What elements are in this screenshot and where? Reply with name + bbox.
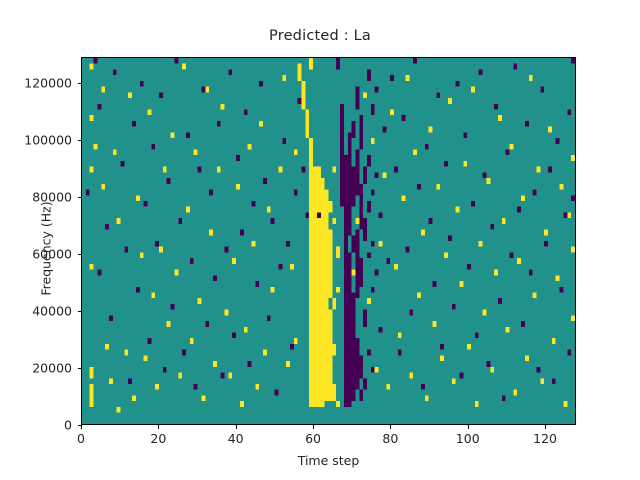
x-tick-label: 60 xyxy=(305,431,321,446)
x-axis-label: Time step xyxy=(297,453,360,468)
x-tick-label: 120 xyxy=(533,431,557,446)
x-tick-mark xyxy=(390,425,392,429)
y-tick-label: 60000 xyxy=(32,246,72,262)
y-tick-mark xyxy=(77,139,81,141)
y-tick-mark xyxy=(77,310,81,312)
y-tick-label: 100000 xyxy=(24,132,72,148)
x-tick-mark xyxy=(158,425,160,429)
y-tick-mark xyxy=(77,253,81,255)
y-tick-label: 120000 xyxy=(24,75,72,91)
x-tick-label: 20 xyxy=(150,431,167,446)
heatmap-image xyxy=(82,58,575,424)
x-tick-mark xyxy=(81,425,82,429)
y-tick-label: 40000 xyxy=(32,303,72,319)
y-tick-label: 80000 xyxy=(32,189,72,205)
page-title: Predicted : La xyxy=(269,28,371,44)
x-tick-mark xyxy=(313,425,315,429)
y-tick-label: 20000 xyxy=(32,360,72,376)
heatmap-plot-area xyxy=(81,57,576,425)
y-axis-label: Frequency (Hz) xyxy=(38,201,54,296)
x-tick-label: 40 xyxy=(227,431,244,446)
y-tick-mark xyxy=(77,196,81,198)
y-tick-mark xyxy=(77,82,81,84)
y-tick-mark xyxy=(77,425,81,426)
x-tick-label: 0 xyxy=(77,431,85,446)
x-tick-label: 100 xyxy=(455,431,480,446)
y-tick-mark xyxy=(77,367,81,369)
x-tick-label: 80 xyxy=(382,431,399,446)
x-tick-mark xyxy=(545,425,547,429)
x-tick-mark xyxy=(235,425,237,429)
y-tick-label: 0 xyxy=(64,417,72,433)
x-tick-mark xyxy=(467,425,469,429)
